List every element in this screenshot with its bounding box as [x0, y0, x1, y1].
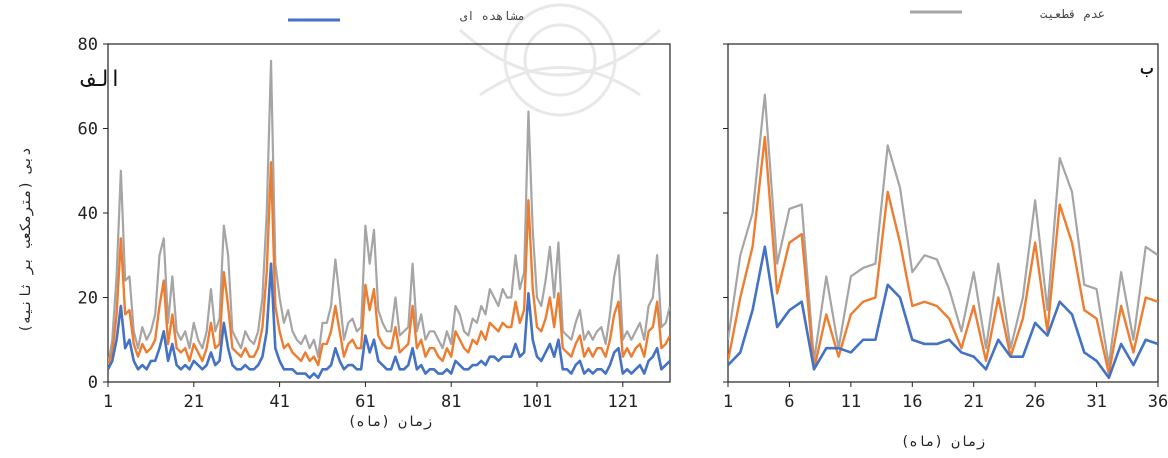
panel-a-series-uncertainty-line: [108, 59, 670, 366]
panel-b-xlabel: زمان (ماه): [901, 434, 985, 450]
panel-b-x-tick-label: 11: [841, 392, 861, 412]
watermark-emblem: [458, 3, 662, 117]
panel-a-y-tick-label: 0: [88, 373, 98, 393]
panel-b-x-tick-label: 1: [723, 392, 733, 412]
panel-b-x-tick-label: 36: [1148, 392, 1168, 412]
panel-b: 1 6 11 16 21 26 31 36: [723, 43, 1168, 412]
panel-a-y-tick-label: 60: [78, 120, 98, 140]
panel-b-series-group: [728, 93, 1158, 380]
panel-b-series-uncertainty-line: [728, 93, 1158, 367]
panel-b-x-tick-label: 31: [1086, 392, 1106, 412]
panel-a-x-tick-label: 1: [103, 392, 113, 412]
panel-a-y-tick-label: 80: [78, 35, 98, 55]
legend-observed-label: مشاهده ای: [460, 9, 525, 23]
panel-a-x-tick-label: 61: [355, 392, 375, 412]
panel-a-xlabel: زمان (ماه): [348, 414, 432, 430]
panel-a-x-tick-label: 41: [269, 392, 289, 412]
panel-a-y-tick-label: 40: [78, 204, 98, 224]
panel-a-x-tick-label: 121: [607, 392, 638, 412]
panel-b-series-observed-line: [728, 245, 1158, 380]
panel-b-x-tick-label: 26: [1025, 392, 1045, 412]
panel-a-x-tick-label: 101: [522, 392, 553, 412]
panel-a-series-median-line: [108, 161, 670, 367]
panel-a-x-tick-label: 21: [184, 392, 204, 412]
panel-b-x-tick-label: 16: [902, 392, 922, 412]
legend: مشاهده ای عدم قطعیت: [288, 7, 1105, 23]
panel-a-x-tick-label: 81: [441, 392, 461, 412]
y-axis-label: دبی (مترمکعب بر ثانیه): [18, 147, 34, 332]
panel-a-series-group: [108, 59, 670, 380]
panel-b-x-tick-label: 6: [784, 392, 794, 412]
legend-uncertainty-label: عدم قطعیت: [1040, 7, 1105, 21]
panel-b-label: ب: [1140, 55, 1153, 80]
panel-b-frame: [727, 43, 1159, 383]
panel-a-series-observed-line: [108, 262, 670, 380]
panel-a-label: الف: [80, 67, 122, 92]
panel-b-x-tick-label: 21: [963, 392, 983, 412]
panel-a-y-tick-label: 20: [78, 289, 98, 309]
panel-b-series-median-line: [728, 135, 1158, 375]
